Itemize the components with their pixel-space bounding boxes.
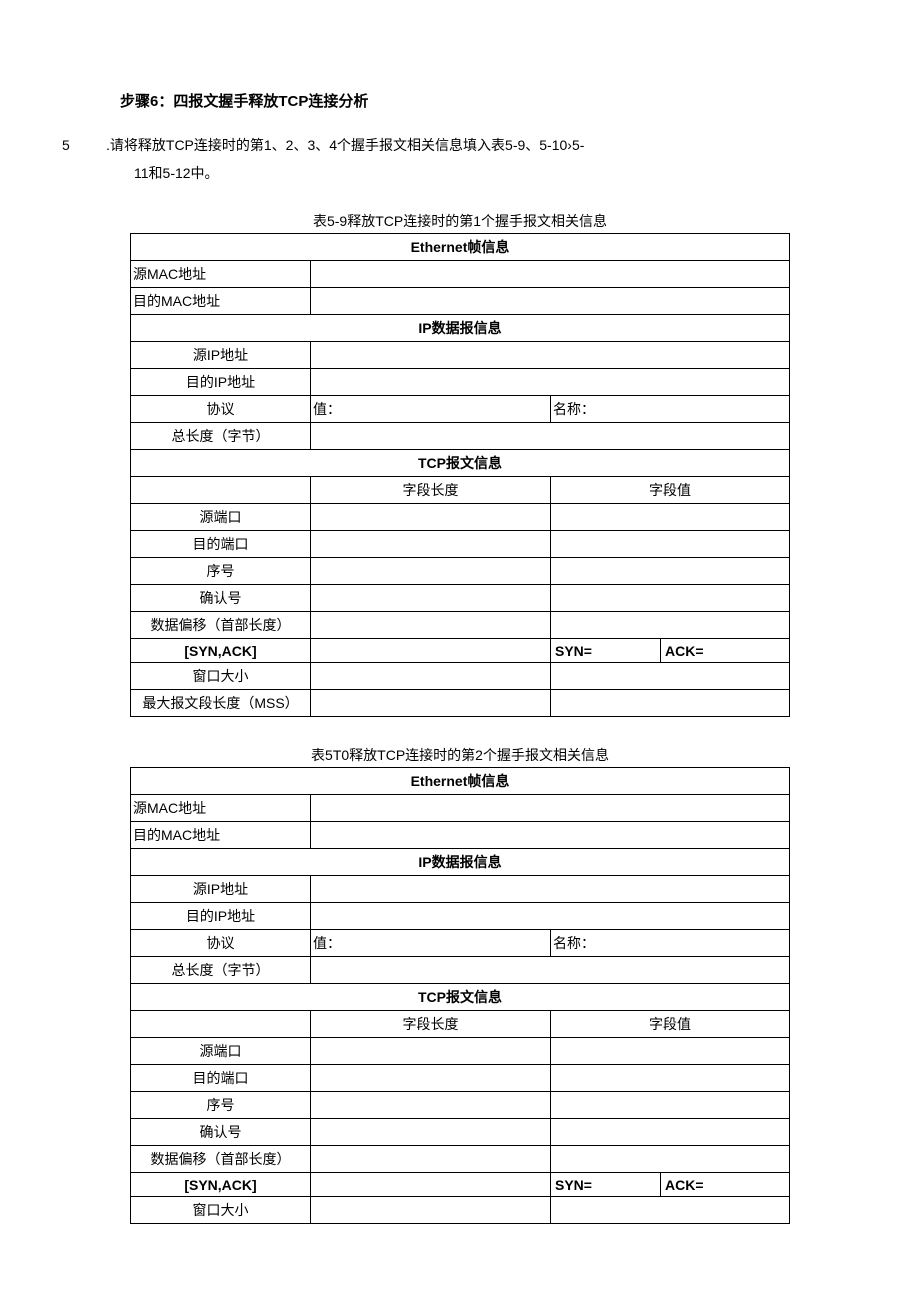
tcp-header-2: TCP报文信息: [131, 984, 790, 1011]
ack-len: [311, 585, 551, 612]
seq-label-2: 序号: [131, 1092, 311, 1119]
ack-len-2: [311, 1119, 551, 1146]
tcp-blank-corner: [131, 477, 311, 504]
dst-mac-label-2: 目的MAC地址: [131, 822, 311, 849]
table-5-10: Ethernet帧信息 源MAC地址 目的MAC地址 IP数据报信息 源IP地址…: [130, 767, 790, 1224]
total-len-label-2: 总长度（字节）: [131, 957, 311, 984]
para-text-1: .请将释放TCP连接时的第1、2、3、4个握手报文相关信息填入表5-9、5-10…: [106, 137, 584, 153]
seq-label: 序号: [131, 558, 311, 585]
offset-len-2: [311, 1146, 551, 1173]
proto-label-2: 协议: [131, 930, 311, 957]
src-ip-label-2: 源IP地址: [131, 876, 311, 903]
ack-label-2: 确认号: [131, 1119, 311, 1146]
table-5-9: Ethernet帧信息 源MAC地址 目的MAC地址 IP数据报信息 源IP地址…: [130, 233, 790, 717]
tcp-blank-corner-2: [131, 1011, 311, 1038]
window-val-2: [551, 1197, 790, 1224]
seq-val-2: [551, 1092, 790, 1119]
src-port-val: [551, 504, 790, 531]
dst-mac-label: 目的MAC地址: [131, 288, 311, 315]
field-len-header: 字段长度: [311, 477, 551, 504]
ack-val-2: [551, 1119, 790, 1146]
mss-val: [551, 690, 790, 717]
ack-val: [551, 585, 790, 612]
proto-name-label: 名称：: [551, 396, 790, 423]
ip-header-2: IP数据报信息: [131, 849, 790, 876]
src-port-len-2: [311, 1038, 551, 1065]
field-val-header-2: 字段值: [551, 1011, 790, 1038]
total-len-label: 总长度（字节）: [131, 423, 311, 450]
offset-label: 数据偏移（首部长度）: [131, 612, 311, 639]
eth-header: Ethernet帧信息: [131, 234, 790, 261]
src-mac-label-2: 源MAC地址: [131, 795, 311, 822]
src-ip-value-2: [311, 876, 790, 903]
flags-len-2: [311, 1173, 551, 1197]
mss-len: [311, 690, 551, 717]
table-caption-1: 表5-9释放TCP连接时的第1个握手报文相关信息: [120, 211, 800, 231]
dst-port-len-2: [311, 1065, 551, 1092]
proto-value-label-2: 值：: [311, 930, 551, 957]
src-port-label-2: 源端口: [131, 1038, 311, 1065]
dst-port-val: [551, 531, 790, 558]
src-ip-label: 源IP地址: [131, 342, 311, 369]
flags-len: [311, 639, 551, 663]
field-val-header: 字段值: [551, 477, 790, 504]
flags-label: [SYN,ACK]: [131, 639, 311, 663]
proto-name-label-2: 名称：: [551, 930, 790, 957]
proto-label: 协议: [131, 396, 311, 423]
table-caption-2: 表5T0释放TCP连接时的第2个握手报文相关信息: [120, 745, 800, 765]
flags-label-2: [SYN,ACK]: [131, 1173, 311, 1197]
offset-len: [311, 612, 551, 639]
tcp-header: TCP报文信息: [131, 450, 790, 477]
dst-port-len: [311, 531, 551, 558]
ip-header: IP数据报信息: [131, 315, 790, 342]
total-len-value-2: [311, 957, 790, 984]
offset-val: [551, 612, 790, 639]
dst-port-val-2: [551, 1065, 790, 1092]
dst-mac-value-2: [311, 822, 790, 849]
src-port-val-2: [551, 1038, 790, 1065]
src-port-len: [311, 504, 551, 531]
window-val: [551, 663, 790, 690]
instruction-paragraph: 5.请将释放TCP连接时的第1、2、3、4个握手报文相关信息填入表5-9、5-1…: [120, 131, 800, 187]
window-label: 窗口大小: [131, 663, 311, 690]
dst-mac-value: [311, 288, 790, 315]
dst-ip-label-2: 目的IP地址: [131, 903, 311, 930]
src-mac-label: 源MAC地址: [131, 261, 311, 288]
ack-label: 确认号: [131, 585, 311, 612]
dst-ip-value: [311, 369, 790, 396]
offset-label-2: 数据偏移（首部长度）: [131, 1146, 311, 1173]
seq-len: [311, 558, 551, 585]
dst-ip-label: 目的IP地址: [131, 369, 311, 396]
seq-len-2: [311, 1092, 551, 1119]
ack-flag-value-2: ACK=: [661, 1173, 790, 1197]
syn-value-2: SYN=: [551, 1173, 661, 1197]
total-len-value: [311, 423, 790, 450]
dst-port-label: 目的端口: [131, 531, 311, 558]
syn-value: SYN=: [551, 639, 661, 663]
proto-value-label: 值：: [311, 396, 551, 423]
src-mac-value-2: [311, 795, 790, 822]
step-heading: 步骤6：四报文握手释放TCP连接分析: [120, 90, 800, 111]
seq-val: [551, 558, 790, 585]
eth-header-2: Ethernet帧信息: [131, 768, 790, 795]
dst-port-label-2: 目的端口: [131, 1065, 311, 1092]
window-label-2: 窗口大小: [131, 1197, 311, 1224]
mss-label: 最大报文段长度（MSS）: [131, 690, 311, 717]
window-len: [311, 663, 551, 690]
dst-ip-value-2: [311, 903, 790, 930]
field-len-header-2: 字段长度: [311, 1011, 551, 1038]
para-text-2: 11和5-12中。: [120, 159, 800, 187]
offset-val-2: [551, 1146, 790, 1173]
src-ip-value: [311, 342, 790, 369]
src-mac-value: [311, 261, 790, 288]
ack-flag-value: ACK=: [661, 639, 790, 663]
window-len-2: [311, 1197, 551, 1224]
src-port-label: 源端口: [131, 504, 311, 531]
